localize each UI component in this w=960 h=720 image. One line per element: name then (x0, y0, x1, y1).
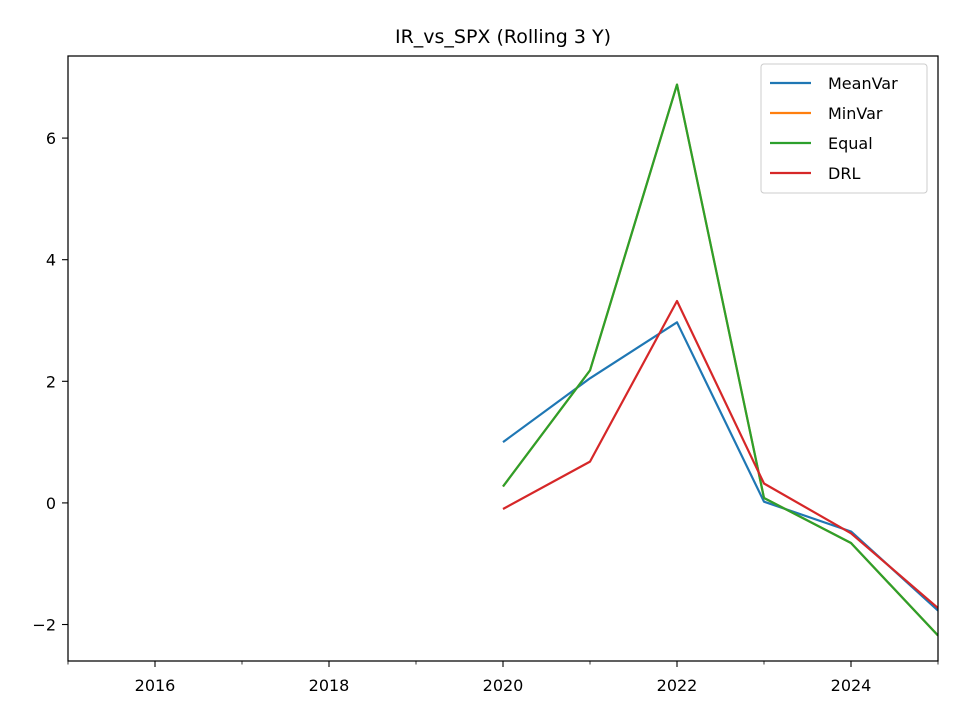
x-tick-label: 2016 (135, 676, 176, 695)
series-line-drl (502, 299, 938, 609)
y-tick-label: 2 (46, 372, 56, 391)
legend-label-minvar: MinVar (828, 104, 883, 123)
x-tick-label: 2024 (831, 676, 872, 695)
x-tick-label: 2020 (483, 676, 524, 695)
legend: MeanVar MinVar Equal DRL (760, 63, 928, 194)
legend-box (760, 63, 928, 194)
chart-title: IR_vs_SPX (Rolling 3 Y) (395, 26, 611, 48)
series-layer (502, 83, 938, 637)
y-tick-label: −2 (32, 616, 56, 635)
y-tick-label: 0 (46, 494, 56, 513)
legend-label-meanvar: MeanVar (828, 74, 898, 93)
series-line-equal (502, 83, 938, 637)
axis-layer: 2016 2018 2020 2022 2024 −2 0 2 4 6 (32, 129, 939, 695)
y-tick-label: 4 (46, 251, 56, 270)
legend-label-equal: Equal (828, 134, 873, 153)
legend-label-drl: DRL (828, 164, 860, 183)
x-tick-label: 2022 (657, 676, 698, 695)
y-tick-label: 6 (46, 129, 56, 148)
x-tick-label: 2018 (309, 676, 350, 695)
